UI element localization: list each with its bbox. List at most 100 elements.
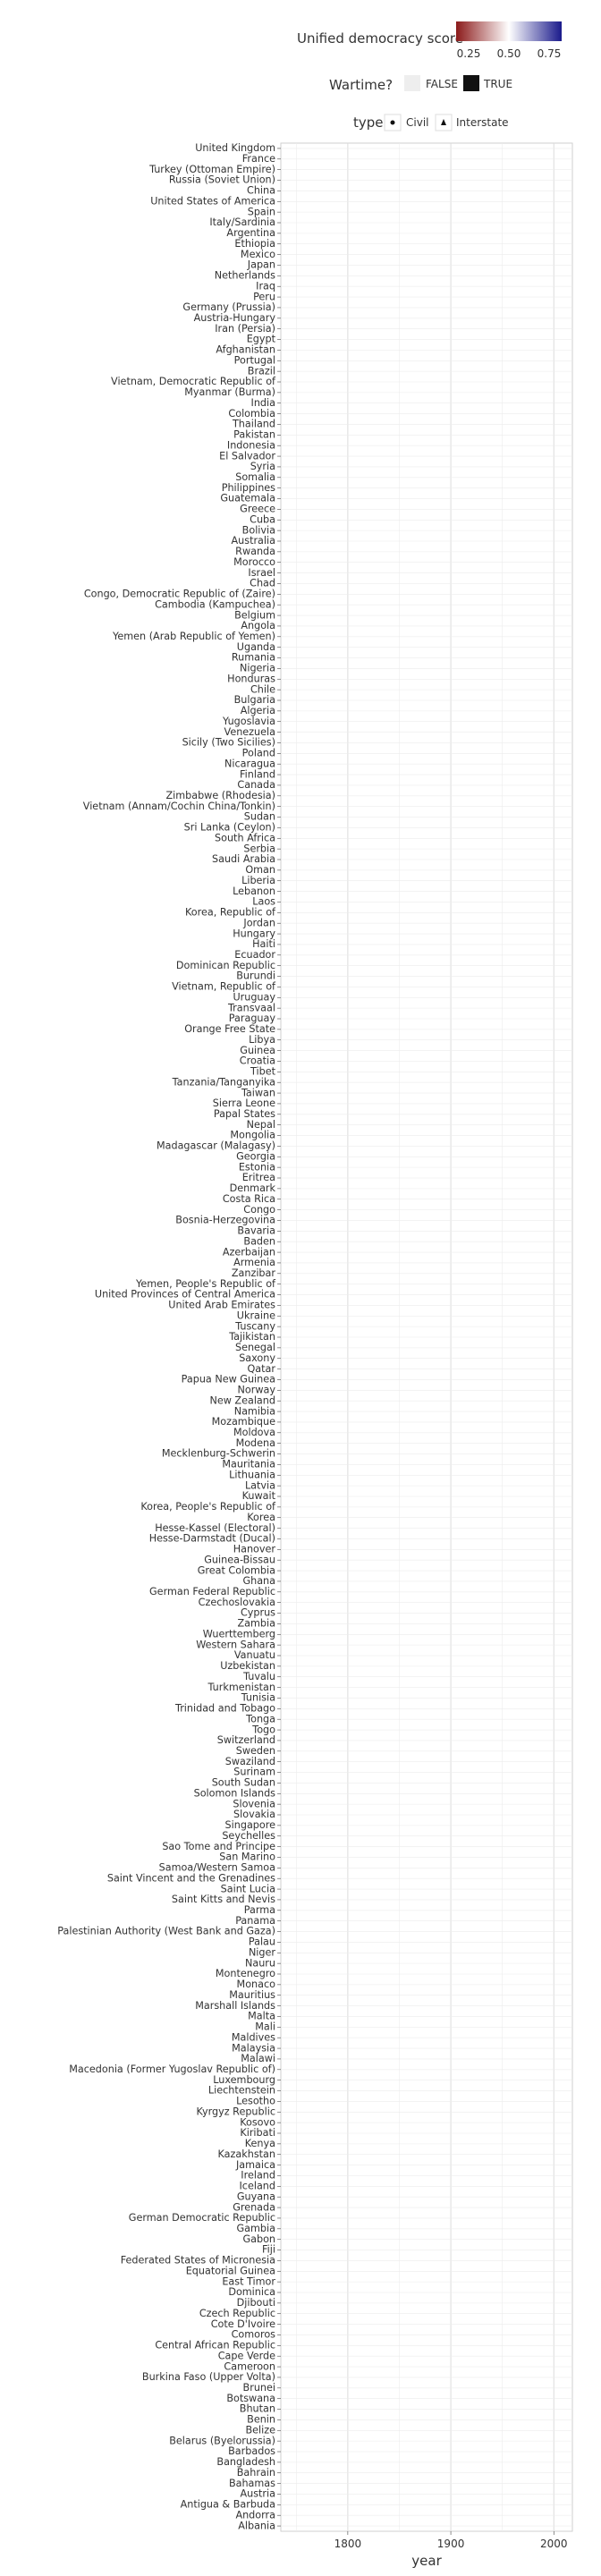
country-label: Guyana xyxy=(237,2190,275,2202)
country-label: Colombia xyxy=(228,408,275,419)
country-label: Mozambique xyxy=(212,1416,276,1428)
country-label: Mongolia xyxy=(230,1130,275,1141)
country-label: Sierra Leone xyxy=(213,1097,275,1109)
country-label: German Federal Republic xyxy=(149,1586,275,1597)
x-tick-label: 1800 xyxy=(334,2538,362,2550)
country-label: Parma xyxy=(244,1904,275,1916)
country-label: United Arab Emirates xyxy=(168,1300,275,1311)
country-label: Morocco xyxy=(233,556,275,568)
country-label: Surinam xyxy=(233,1767,275,1778)
country-label: Cape Verde xyxy=(218,2350,275,2361)
country-label: Mauritius xyxy=(229,1989,275,2001)
country-label: Tanzania/Tanganyika xyxy=(172,1076,275,1088)
country-label: Benin xyxy=(247,2414,275,2426)
country-label: Korea, Republic of xyxy=(185,907,276,919)
country-label: Italy/Sardinia xyxy=(209,216,275,228)
type-interstate-symbol xyxy=(441,119,446,125)
type-legend-title: type xyxy=(353,114,384,131)
country-label: Gabon xyxy=(242,2233,275,2245)
country-label: Tajikistan xyxy=(228,1331,275,1343)
country-label: Vanuatu xyxy=(234,1649,275,1661)
country-label: Ghana xyxy=(242,1575,275,1587)
country-label: Botswana xyxy=(226,2393,275,2404)
country-label: Djibouti xyxy=(237,2297,275,2309)
country-label: Myanmar (Burma) xyxy=(184,386,275,398)
country-label: Malta xyxy=(248,2011,275,2022)
country-label: Saint Lucia xyxy=(221,1883,275,1894)
country-label: Monaco xyxy=(237,1979,276,1990)
country-label: Greece xyxy=(240,504,275,515)
country-label: San Marino xyxy=(219,1852,275,1863)
country-label: Bolivia xyxy=(242,524,275,536)
country-label: Kiribati xyxy=(240,2127,275,2139)
country-label: Mali xyxy=(255,2021,275,2033)
country-label: Angola xyxy=(241,620,275,631)
country-label: Malawi xyxy=(241,2053,275,2064)
country-label: Nigeria xyxy=(240,663,275,674)
country-label: Andorra xyxy=(235,2509,275,2521)
country-label: Turkey (Ottoman Empire) xyxy=(148,164,275,175)
country-label: Modena xyxy=(236,1437,275,1449)
country-label: Austria xyxy=(240,2488,275,2500)
country-label: Ethiopia xyxy=(234,238,275,250)
country-label: Korea xyxy=(247,1512,275,1523)
country-label: Turkmenistan xyxy=(207,1682,275,1693)
country-label: Philippines xyxy=(222,482,275,494)
country-label: Oman xyxy=(245,864,275,876)
country-label: Kazakhstan xyxy=(218,2148,275,2160)
country-label: Luxembourg xyxy=(213,2074,275,2086)
country-label: Wuerttemberg xyxy=(203,1628,275,1640)
country-label: Bhutan xyxy=(240,2403,275,2415)
country-label: Iran (Persia) xyxy=(215,323,275,335)
country-label: Macedonia (Former Yugoslav Republic of) xyxy=(69,2063,275,2075)
country-label: Nepal xyxy=(247,1119,275,1131)
country-label: China xyxy=(247,185,275,197)
country-label: Grenada xyxy=(233,2201,275,2213)
country-label: Burkina Faso (Upper Volta) xyxy=(142,2371,275,2383)
country-label: Croatia xyxy=(240,1055,275,1067)
country-label: Poland xyxy=(242,748,275,759)
color-tick: 0.25 xyxy=(457,47,481,60)
country-label: Belarus (Byelorussia) xyxy=(169,2435,275,2446)
country-label: Mexico xyxy=(241,249,275,260)
country-label: South Sudan xyxy=(212,1777,275,1789)
country-label: Iraq xyxy=(256,280,275,292)
country-label: Chile xyxy=(250,683,275,695)
country-label: Somalia xyxy=(235,471,275,483)
wartime-true-swatch xyxy=(463,75,479,91)
country-label: Bahrain xyxy=(237,2467,275,2479)
country-label: Gambia xyxy=(237,2223,276,2234)
country-label: Mecklenburg-Schwerin xyxy=(162,1448,275,1460)
country-label: United Provinces of Central America xyxy=(95,1289,275,1301)
country-label: United Kingdom xyxy=(195,142,275,154)
country-label: Slovakia xyxy=(233,1809,275,1820)
country-label: Georgia xyxy=(236,1150,275,1162)
country-label: Jamaica xyxy=(235,2159,275,2171)
country-label: Namibia xyxy=(234,1405,275,1417)
country-label: Malaysia xyxy=(232,2042,275,2054)
country-label: Congo, Democratic Republic of (Zaire) xyxy=(84,589,275,600)
country-label: Norway xyxy=(238,1385,276,1396)
country-label: Latvia xyxy=(245,1479,275,1491)
country-label: Panama xyxy=(235,1915,275,1927)
country-label: Vietnam (Annam/Cochin China/Tonkin) xyxy=(83,801,275,812)
country-label: Venezuela xyxy=(224,726,275,738)
country-label: Uruguay xyxy=(233,991,275,1003)
country-label: Uzbekistan xyxy=(220,1660,275,1672)
country-label: Belgium xyxy=(234,609,275,621)
country-label: Rumania xyxy=(232,652,275,664)
wartime-legend-title: Wartime? xyxy=(329,77,393,93)
country-label: Fiji xyxy=(262,2244,275,2256)
country-label: Taiwan xyxy=(241,1087,275,1098)
country-label: Madagascar (Malagasy) xyxy=(157,1140,275,1152)
country-label: Belize xyxy=(245,2424,275,2436)
country-label: Haiti xyxy=(252,938,275,950)
country-label: Vietnam, Democratic Republic of xyxy=(111,376,276,387)
country-label: Thailand xyxy=(232,419,275,430)
country-label: Comoros xyxy=(232,2329,276,2341)
country-label: New Zealand xyxy=(209,1394,275,1406)
country-label: Papal States xyxy=(214,1108,275,1120)
country-label: Cuba xyxy=(250,513,275,525)
country-label: Guinea xyxy=(240,1045,275,1056)
country-label: Bulgaria xyxy=(234,694,275,706)
